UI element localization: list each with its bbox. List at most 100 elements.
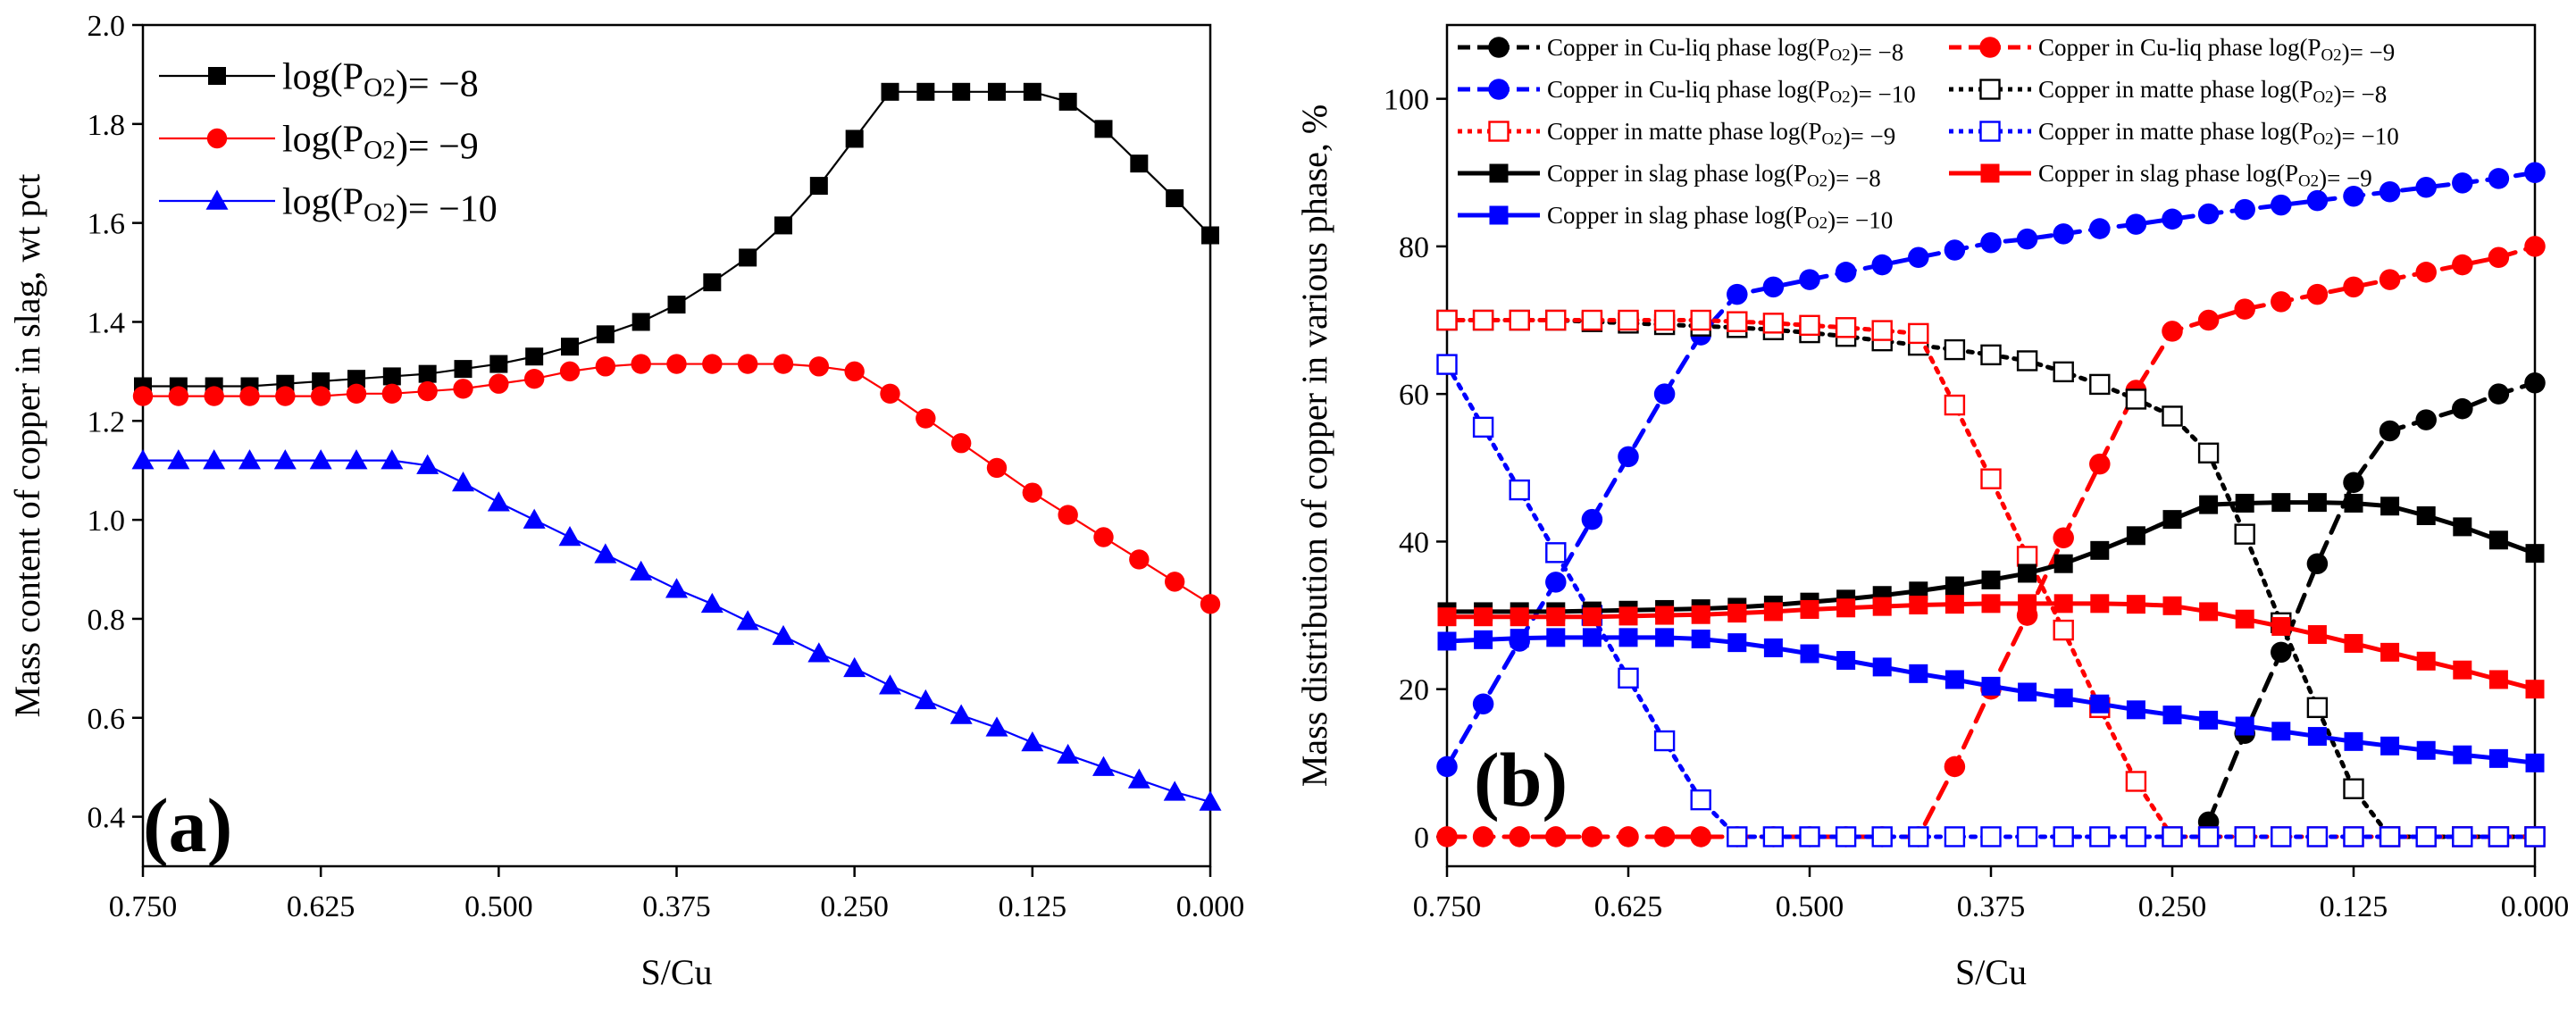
data-point bbox=[2126, 700, 2145, 720]
panel-label: (a) bbox=[143, 782, 232, 868]
data-point bbox=[2415, 262, 2437, 283]
y-tick-label: 1.6 bbox=[88, 208, 126, 241]
data-point bbox=[1944, 338, 1966, 361]
data-point bbox=[2344, 633, 2363, 653]
y-tick-label: 80 bbox=[1399, 231, 1429, 264]
series-line bbox=[1444, 244, 2538, 839]
data-point bbox=[1023, 82, 1041, 101]
data-point bbox=[382, 367, 401, 386]
data-point bbox=[2306, 697, 2329, 719]
data-point bbox=[489, 373, 509, 394]
legend-label: Copper in slag phase log(PO2)= −10 bbox=[1547, 202, 1893, 233]
data-point bbox=[1437, 607, 1457, 627]
data-point bbox=[2379, 420, 2401, 442]
legend-entry: Copper in matte phase log(PO2)= −8 bbox=[1949, 76, 2387, 107]
data-point bbox=[2199, 602, 2219, 622]
data-point bbox=[843, 656, 866, 678]
legend-entry: Copper in slag phase log(PO2)= −10 bbox=[1458, 202, 1893, 233]
y-tick-label: 1.8 bbox=[88, 109, 126, 142]
data-point bbox=[2197, 826, 2220, 847]
legend-entry: Copper in matte phase log(PO2)= −10 bbox=[1949, 118, 2399, 149]
data-point bbox=[416, 454, 439, 474]
data-point bbox=[1545, 572, 1567, 593]
data-point bbox=[2416, 740, 2436, 760]
data-point bbox=[1129, 549, 1150, 570]
data-point bbox=[381, 383, 403, 405]
data-point bbox=[1581, 309, 1603, 331]
legend-label: log(PO2)= −9 bbox=[282, 119, 479, 167]
data-point bbox=[2307, 493, 2327, 513]
series-line bbox=[141, 459, 1212, 804]
data-point bbox=[2525, 753, 2545, 772]
data-point bbox=[2524, 236, 2546, 257]
data-point bbox=[1908, 246, 1929, 269]
data-point bbox=[916, 408, 936, 429]
data-point bbox=[2271, 194, 2292, 216]
data-point bbox=[2053, 223, 2074, 245]
series-3 bbox=[131, 449, 1222, 811]
legend-marker bbox=[1489, 163, 1509, 183]
data-point bbox=[1945, 576, 1964, 596]
data-point bbox=[1944, 756, 1966, 778]
data-point bbox=[1472, 826, 1494, 847]
data-point bbox=[453, 379, 473, 399]
data-point bbox=[2125, 213, 2147, 235]
data-point bbox=[347, 370, 365, 388]
legend-label: Copper in matte phase log(PO2)= −10 bbox=[2038, 118, 2399, 149]
y-tick-label: 100 bbox=[1384, 84, 1429, 117]
x-axis-title: S/Cu bbox=[640, 952, 712, 992]
y-tick-label: 0 bbox=[1414, 822, 1429, 855]
data-point bbox=[2488, 748, 2508, 768]
y-axis-title: Mass distribution of copper in various p… bbox=[1294, 104, 1334, 787]
data-point bbox=[346, 383, 367, 405]
series-line bbox=[1444, 635, 2538, 765]
legend-label: Copper in Cu-liq phase log(PO2)= −9 bbox=[2038, 34, 2395, 65]
data-point bbox=[1690, 826, 1711, 847]
x-tick-label: 0.625 bbox=[287, 890, 355, 923]
data-point bbox=[558, 526, 581, 547]
legend-marker bbox=[206, 128, 228, 149]
data-point bbox=[631, 354, 651, 374]
data-point bbox=[1763, 638, 1783, 657]
data-point bbox=[2162, 596, 2182, 615]
data-point bbox=[1582, 628, 1602, 647]
data-point bbox=[2197, 309, 2220, 331]
data-point bbox=[1509, 309, 1530, 331]
data-point bbox=[2525, 680, 2545, 699]
data-point bbox=[1691, 605, 1710, 624]
data-point bbox=[1980, 826, 2002, 847]
y-tick-label: 40 bbox=[1399, 526, 1429, 559]
legend-entry: log(PO2)= −8 bbox=[159, 56, 479, 105]
data-point bbox=[2271, 493, 2291, 513]
data-point bbox=[630, 560, 653, 581]
legend-marker bbox=[1489, 205, 1509, 225]
data-point bbox=[1727, 311, 1748, 332]
data-point bbox=[2343, 276, 2364, 298]
data-point bbox=[2125, 826, 2147, 847]
data-point bbox=[1653, 730, 1676, 752]
data-point bbox=[2343, 826, 2364, 847]
data-point bbox=[2162, 321, 2183, 342]
data-point bbox=[1510, 607, 1529, 627]
data-point bbox=[1909, 664, 1928, 683]
data-point bbox=[2235, 493, 2254, 513]
x-tick-label: 0.750 bbox=[109, 890, 178, 923]
data-point bbox=[845, 129, 864, 148]
legend-label: Copper in slag phase log(PO2)= −8 bbox=[1547, 160, 1881, 191]
x-tick-label: 0.125 bbox=[999, 890, 1067, 923]
data-point bbox=[2307, 625, 2327, 645]
data-point bbox=[2415, 409, 2437, 430]
data-point bbox=[2018, 564, 2037, 583]
y-tick-label: 2.0 bbox=[88, 10, 126, 43]
data-point bbox=[1871, 320, 1893, 341]
panel-label: (b) bbox=[1474, 737, 1568, 822]
data-point bbox=[1200, 594, 1221, 614]
data-point bbox=[487, 491, 510, 512]
data-point bbox=[2090, 694, 2110, 714]
data-point bbox=[807, 642, 831, 663]
data-point bbox=[2488, 530, 2508, 550]
data-point bbox=[1021, 731, 1044, 752]
data-point bbox=[561, 338, 579, 356]
data-point bbox=[1727, 826, 1748, 847]
data-point bbox=[1546, 607, 1566, 627]
